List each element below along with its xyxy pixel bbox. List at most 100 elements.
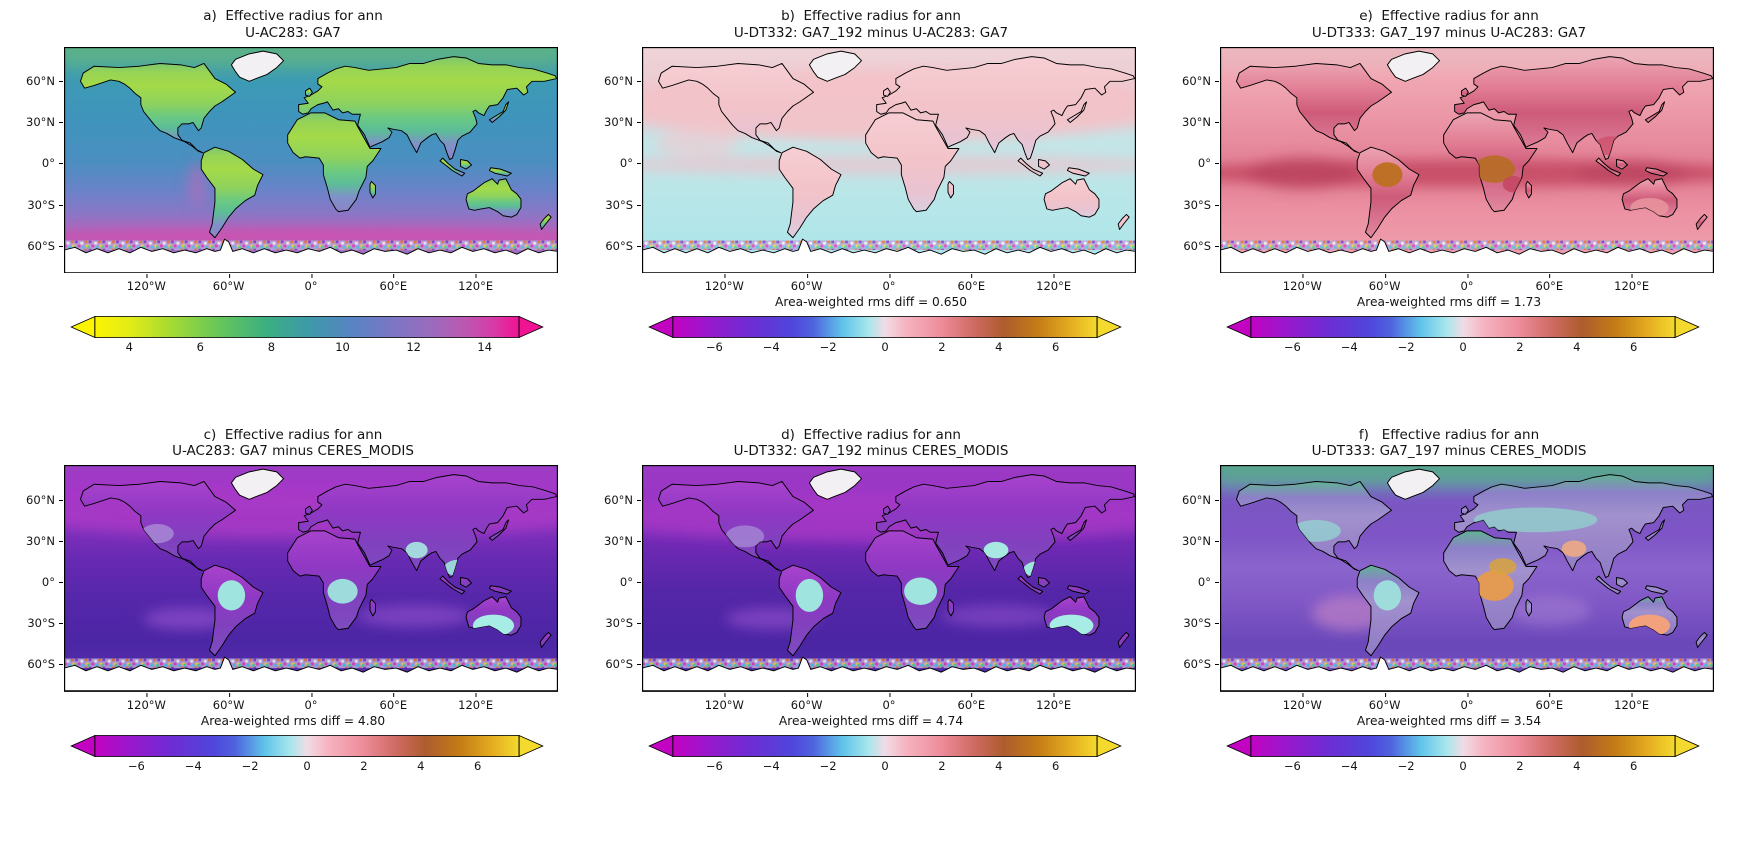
map-area-f: 60°N 30°N 0° 30°S 60°S [1182, 465, 1714, 692]
panel-title-line2: U-DT333: GA7_197 minus U-AC283: GA7 [1311, 24, 1587, 41]
colorbar-tick-label: 0 [881, 340, 889, 355]
colorbar-tick-label: −2 [241, 758, 259, 773]
panel-f-title: f) Effective radius for ann U-DT333: GA7… [1168, 427, 1730, 461]
x-tick-label: 60°W [212, 692, 245, 712]
map-frame [64, 46, 558, 274]
x-tick-label: 120°W [704, 692, 744, 712]
map-panel-a [64, 46, 558, 274]
x-tick-label: 120°W [1282, 274, 1322, 294]
y-tick-label: 30°S [605, 616, 641, 631]
panel-b: b) Effective radius for ann U-DT332: GA7… [582, 6, 1160, 425]
colorbar-bar [94, 734, 520, 757]
x-tick-label: 120°W [704, 274, 744, 294]
colorbar-tick-label: 2 [938, 340, 946, 355]
y-tick-label: 30°S [605, 197, 641, 212]
panel-title-line1: f) Effective radius for ann [1358, 426, 1540, 443]
colorbar-tick-label: −2 [1397, 340, 1415, 355]
panel-e-title: e) Effective radius for ann U-DT333: GA7… [1168, 8, 1730, 42]
colorbar-a: 4 6 8 10 12 14 [70, 315, 544, 355]
y-tick-label: 60°S [1183, 657, 1219, 672]
map-frame [642, 465, 1136, 692]
panel-b-title: b) Effective radius for ann U-DT332: GA7… [590, 8, 1152, 42]
rms-label-f: Area-weighted rms diff = 3.54 [1356, 713, 1542, 728]
rms-label-e: Area-weighted rms diff = 1.73 [1356, 295, 1542, 310]
x-tick-label: 120°W [126, 274, 166, 294]
x-tick-label: 120°E [1036, 692, 1072, 712]
colorbar-bar [672, 316, 1098, 339]
y-tick-label: 0° [41, 574, 64, 589]
colorbar-tick-label: 12 [406, 340, 421, 355]
colorbar-tick-label: 6 [473, 758, 482, 773]
x-tick-label: 60°E [1535, 692, 1564, 712]
colorbar-tick-label: 4 [1573, 758, 1581, 773]
colorbar-tick-label: 2 [1516, 758, 1524, 773]
panel-a-title: a) Effective radius for ann U-AC283: GA7 [12, 8, 574, 42]
y-tick-label: 30°N [26, 533, 63, 548]
colorbar-tick-label: 14 [477, 340, 493, 355]
x-tick-label: 120°E [458, 274, 494, 294]
colorbar-right-arrow [1096, 734, 1122, 757]
panel-e: e) Effective radius for ann U-DT333: GA7… [1160, 6, 1738, 425]
x-tick-label: 0° [1460, 692, 1474, 712]
panel-a: a) Effective radius for ann U-AC283: GA7… [4, 6, 582, 425]
panel-title-line2: U-DT332: GA7_192 minus U-AC283: GA7 [733, 24, 1009, 41]
colorbar-right-arrow [1674, 315, 1700, 339]
x-tick-label: 60°E [957, 692, 986, 712]
panel-c-title: c) Effective radius for ann U-AC283: GA7… [12, 427, 574, 461]
panel-c: c) Effective radius for ann U-AC283: GA7… [4, 425, 582, 843]
speckle-band [642, 240, 1136, 250]
y-tick-label: 0° [619, 574, 642, 589]
colorbar-tick-label: 4 [995, 758, 1003, 773]
y-tick-label: 60°N [604, 492, 641, 507]
x-tick-label: 60°W [1368, 274, 1401, 294]
colorbar-tick-label: −4 [762, 758, 780, 773]
speckle-band [64, 658, 558, 669]
x-tick-label: 120°E [1036, 274, 1072, 294]
colorbar-left-arrow [70, 315, 96, 339]
x-tick-label: 0° [1460, 274, 1474, 294]
colorbar-tick-label: 2 [1516, 340, 1524, 355]
colorbar-gradient-b [648, 315, 1122, 339]
panel-title-line2: U-AC283: GA7 [245, 24, 341, 41]
colorbar-tick-label: 2 [360, 758, 368, 773]
colorbar-tick-label: −6 [705, 758, 723, 773]
speckle-band [1220, 658, 1714, 669]
colorbar-e: −6 −4 −2 0 2 4 6 [1226, 315, 1700, 355]
y-tick-label: 60°S [605, 657, 641, 672]
colorbar-tick-label: 4 [125, 340, 133, 355]
colorbar-tick-label: −4 [1340, 758, 1358, 773]
colorbar-tick-label: −6 [127, 758, 145, 773]
colorbar-tick-label: 0 [303, 758, 311, 773]
x-axis-c: 120°W 60°W 0° 60°E 120°E [64, 692, 558, 713]
panel-title-line2: U-DT333: GA7_197 minus CERES_MODIS [1311, 443, 1587, 460]
colorbar-gradient-a [70, 315, 544, 339]
map-area-a: 60°N 30°N 0° 30°S 60°S [26, 46, 558, 274]
y-tick-label: 60°S [27, 238, 63, 253]
y-tick-label: 0° [1197, 574, 1220, 589]
land-anomaly-patches [1291, 507, 1671, 637]
colorbar-bar [1250, 734, 1676, 757]
speckle-band [642, 658, 1136, 669]
map-panel-c [64, 465, 558, 692]
x-tick-label: 60°E [957, 274, 986, 294]
y-tick-label: 30°S [1183, 197, 1219, 212]
panel-title-line2: U-DT332: GA7_192 minus CERES_MODIS [733, 443, 1009, 460]
map-area-d: 60°N 30°N 0° 30°S 60°S [604, 465, 1136, 692]
y-tick-label: 30°S [27, 197, 63, 212]
x-tick-label: 60°W [790, 692, 823, 712]
panel-title-line1: e) Effective radius for ann [1359, 8, 1539, 24]
y-tick-label: 60°N [26, 492, 63, 507]
x-tick-label: 60°W [212, 274, 245, 294]
y-tick-label: 30°S [27, 616, 63, 631]
colorbar-tick-label: 6 [1051, 340, 1060, 355]
y-tick-label: 0° [619, 156, 642, 171]
colorbar-tick-label: 4 [417, 758, 425, 773]
x-tick-label: 120°W [126, 692, 166, 712]
y-tick-label: 0° [41, 156, 64, 171]
panel-title-line1: b) Effective radius for ann [781, 8, 961, 24]
x-tick-label: 60°W [790, 274, 823, 294]
colorbar-tick-label: 4 [1573, 340, 1581, 355]
colorbar-tick-label: −6 [705, 340, 723, 355]
x-axis-e: 120°W 60°W 0° 60°E 120°E [1220, 273, 1714, 294]
y-tick-label: 30°N [1182, 533, 1219, 548]
